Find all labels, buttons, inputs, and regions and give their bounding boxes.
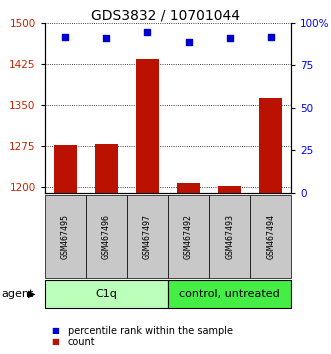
Point — [268, 34, 273, 39]
Text: agent: agent — [2, 289, 34, 299]
Text: GSM467492: GSM467492 — [184, 214, 193, 259]
Bar — [95, 144, 118, 193]
Bar — [177, 183, 200, 193]
Bar — [54, 145, 76, 193]
Point — [186, 39, 191, 45]
Text: GSM467495: GSM467495 — [61, 214, 70, 259]
Text: GSM467494: GSM467494 — [266, 214, 275, 259]
Point — [104, 35, 109, 41]
Point — [145, 29, 150, 34]
Text: ■: ■ — [51, 326, 59, 336]
Point — [63, 34, 68, 39]
Bar — [260, 98, 282, 193]
Text: C1q: C1q — [95, 289, 117, 299]
Text: GDS3832 / 10701044: GDS3832 / 10701044 — [91, 9, 240, 23]
Text: count: count — [68, 337, 95, 347]
Bar — [136, 59, 159, 193]
Point — [227, 35, 232, 41]
Bar — [218, 186, 241, 193]
Text: ▶: ▶ — [28, 289, 35, 299]
Text: GSM467493: GSM467493 — [225, 214, 234, 259]
Text: GSM467497: GSM467497 — [143, 214, 152, 259]
Text: control, untreated: control, untreated — [179, 289, 280, 299]
Text: ■: ■ — [51, 337, 59, 346]
Text: GSM467496: GSM467496 — [102, 214, 111, 259]
Text: percentile rank within the sample: percentile rank within the sample — [68, 326, 233, 336]
